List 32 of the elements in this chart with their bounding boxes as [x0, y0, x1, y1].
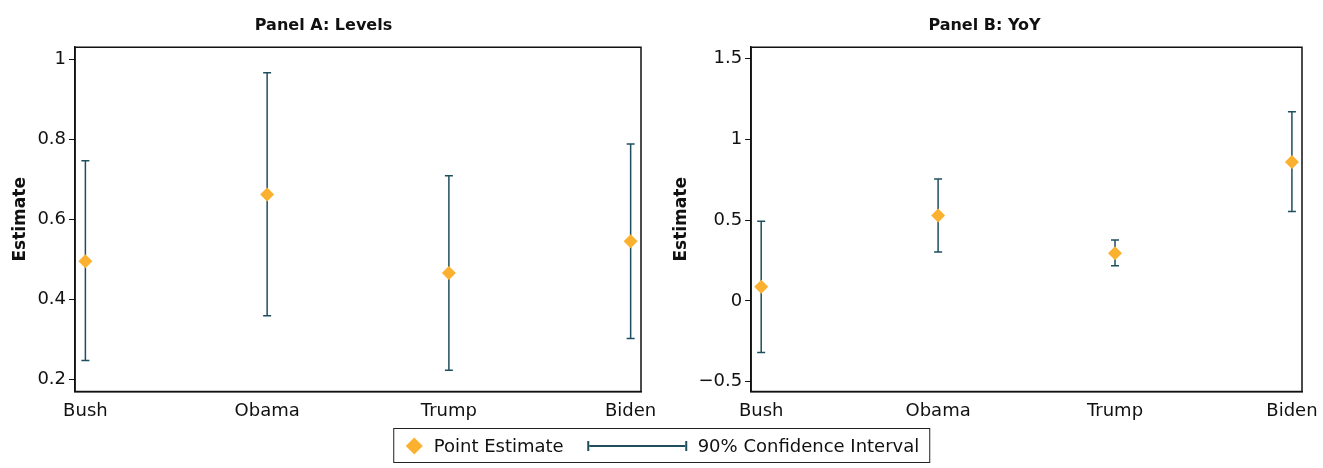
- point: [754, 279, 769, 294]
- text: 90% Confidence Interval: [697, 435, 920, 456]
- y-tick-label: −0.5: [698, 369, 743, 391]
- point: [623, 234, 638, 249]
- x-tick-label: Bush: [63, 398, 108, 420]
- y-tick-label: 1: [730, 126, 743, 148]
- chart-title: Panel B: YoY: [928, 14, 1042, 34]
- y-tick-label: 0.2: [37, 367, 67, 389]
- y-tick-label: 0.4: [37, 287, 67, 309]
- x-tick-label: Obama: [234, 398, 300, 420]
- point: [931, 208, 946, 223]
- y-tick-label: 1: [54, 46, 67, 68]
- legend-label: Point Estimate: [433, 435, 564, 456]
- y-tick-label: 0.5: [713, 207, 743, 229]
- x-tick-label: Bush: [738, 398, 784, 420]
- y-axis-title: Estimate: [8, 177, 29, 262]
- x-tick-label: Obama: [905, 398, 971, 420]
- x-tick-label: Trump: [419, 398, 477, 420]
- point: [1284, 154, 1299, 169]
- y-tick-label: 0: [730, 288, 743, 310]
- chart-title: Panel A: Levels: [254, 14, 393, 34]
- y-axis-title: Estimate: [669, 177, 690, 262]
- point: [260, 187, 275, 202]
- point: [1108, 246, 1123, 261]
- x-tick-label: Biden: [1266, 398, 1318, 420]
- point: [441, 265, 456, 280]
- point: [78, 254, 93, 269]
- y-tick-label: 1.5: [713, 46, 743, 68]
- x-tick-label: Trump: [1085, 398, 1144, 420]
- x-tick-label: Biden: [605, 398, 657, 420]
- y-tick-label: 0.8: [37, 126, 67, 148]
- y-tick-label: 0.6: [37, 206, 67, 228]
